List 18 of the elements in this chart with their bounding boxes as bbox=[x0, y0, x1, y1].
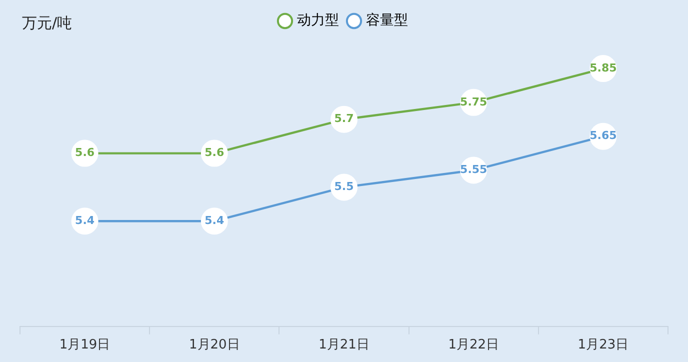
data-label: 5.7 bbox=[334, 112, 354, 126]
data-label: 5.55 bbox=[460, 163, 488, 176]
data-label: 5.6 bbox=[75, 146, 95, 160]
x-tick-label: 1月21日 bbox=[318, 338, 370, 353]
x-tick-label: 1月19日 bbox=[59, 338, 110, 353]
data-label: 5.5 bbox=[334, 180, 354, 194]
data-label: 5.75 bbox=[460, 95, 488, 108]
legend-label: 动力型 bbox=[297, 12, 339, 29]
y-axis-title: 万元/吨 bbox=[22, 14, 72, 33]
data-label: 5.85 bbox=[590, 61, 617, 74]
legend-label: 容量型 bbox=[366, 12, 408, 29]
x-tick-label: 1月22日 bbox=[448, 338, 500, 353]
x-tick-label: 1月23日 bbox=[578, 338, 629, 353]
x-tick-label: 1月20日 bbox=[188, 338, 240, 353]
data-label: 5.6 bbox=[204, 146, 224, 160]
data-label: 5.4 bbox=[204, 214, 224, 227]
data-label: 5.65 bbox=[590, 129, 617, 142]
data-label: 5.4 bbox=[75, 214, 95, 227]
